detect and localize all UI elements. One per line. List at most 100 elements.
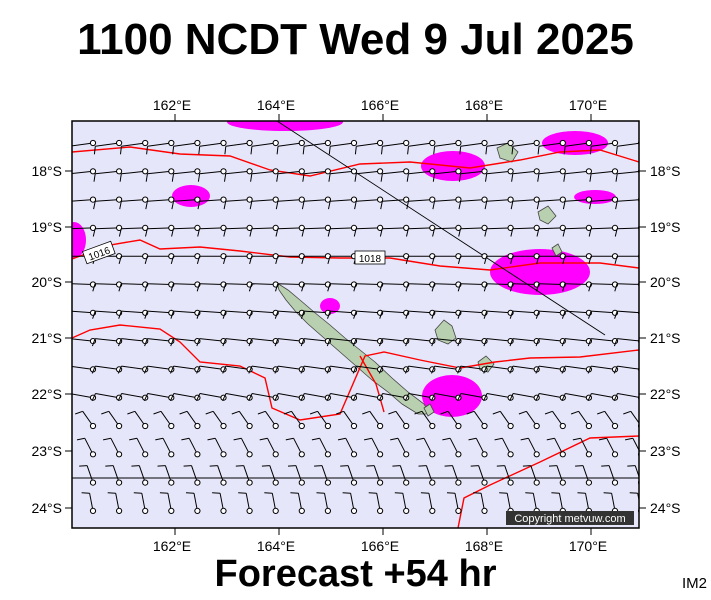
wind-barb-feather (67, 256, 69, 264)
wind-barb-shaft (382, 227, 407, 230)
wind-barb-shaft (225, 365, 250, 370)
wind-barb-station (455, 196, 462, 203)
lat-label: 24°S (31, 500, 62, 516)
wind-barb-shaft (512, 365, 537, 370)
wind-barb-station (116, 451, 123, 458)
wind-barb-shaft (512, 142, 537, 147)
wind-barb-feather (131, 465, 140, 467)
wind-barb-feather (511, 146, 514, 155)
wind-barb-feather (562, 256, 566, 265)
wind-barb-shaft (382, 142, 407, 147)
wind-barb-feather (536, 201, 540, 210)
wind-barb-feather (327, 283, 331, 292)
wind-barb-shaft (95, 142, 120, 147)
wind-barb-shaft (147, 393, 172, 399)
wind-barb-station (429, 422, 436, 430)
wind-barb-shaft (199, 283, 224, 285)
wind-barb-feather (196, 338, 201, 347)
wind-barb-shaft (486, 283, 511, 285)
wind-barb-feather (575, 465, 584, 467)
wind-barb-shaft (486, 170, 511, 175)
wind-barb-shaft (408, 310, 433, 314)
wind-barb-feather (589, 201, 592, 210)
wind-barb-station (116, 507, 123, 514)
wind-barb-feather (457, 393, 462, 402)
wind-barb-feather (222, 393, 227, 402)
wind-barb-feather (404, 365, 409, 374)
wind-barb-shaft (486, 338, 511, 342)
wind-barb-shaft (173, 310, 198, 314)
wind-barb-feather (597, 410, 605, 415)
wind-barb-feather (68, 174, 69, 182)
wind-barb-shaft (173, 142, 198, 147)
wind-barb-station (272, 507, 279, 514)
wind-barb-shaft (590, 283, 616, 285)
wind-barb-feather (181, 437, 190, 441)
wind-barb-shaft (72, 227, 94, 230)
lat-label: 23°S (31, 443, 62, 459)
wind-barb-feather (615, 201, 618, 210)
wind-barb-station (481, 196, 488, 203)
wind-barb-feather (522, 465, 531, 467)
copyright-text: Copyright metvuw.com (514, 513, 625, 525)
lon-label: 168°E (465, 97, 503, 113)
wind-barb-feather (536, 256, 540, 265)
wind-barb-feather (342, 492, 351, 494)
wind-barb-shaft (95, 310, 120, 314)
wind-barb-shaft (225, 199, 250, 202)
wind-barb-shaft (95, 170, 120, 175)
wind-barb-station (272, 451, 279, 458)
wind-barb-shaft (199, 393, 224, 399)
wind-barb-station (142, 196, 149, 203)
wind-barb-station (324, 196, 331, 203)
island-lifou (434, 319, 457, 345)
wind-barb-station (116, 224, 123, 231)
lat-label: 18°S (31, 163, 62, 179)
wind-barb-station (377, 479, 384, 486)
wind-barb-station (350, 422, 358, 430)
wind-barb-station (89, 224, 97, 231)
wind-barb-feather (563, 173, 566, 182)
wind-barb-feather (93, 146, 96, 155)
wind-barb-shaft (277, 142, 302, 147)
wind-barb-feather (275, 201, 279, 210)
wind-barb-shaft (382, 199, 407, 202)
wind-barb-feather (551, 492, 560, 494)
wind-barb-shaft (460, 170, 485, 175)
wind-barb-shaft (564, 199, 589, 202)
wind-barb-feather (144, 256, 148, 265)
wind-barb-feather (143, 393, 149, 402)
wind-barb-station (142, 479, 149, 486)
wind-barb-feather (302, 146, 305, 155)
wind-barb-shaft (147, 199, 172, 202)
wind-barb-feather (275, 228, 279, 237)
lon-label: 166°E (361, 538, 399, 554)
wind-barb-feather (249, 256, 253, 265)
wind-barb-station (533, 479, 540, 486)
rain-area (320, 298, 340, 314)
wind-barb-shaft (95, 283, 120, 285)
wind-barb-feather (353, 228, 357, 237)
wind-barb-station (89, 507, 97, 514)
wind-barb-station (533, 196, 540, 203)
wind-barb-station (585, 224, 593, 231)
wind-barb-feather (587, 365, 592, 374)
wind-barb-feather (458, 173, 462, 182)
wind-barb-shaft (330, 338, 355, 342)
wind-barb-station (298, 507, 305, 514)
lat-label: 19°S (650, 219, 681, 235)
wind-barb-feather (587, 393, 592, 402)
wind-barb-station (350, 507, 358, 514)
wind-barb-shaft (434, 365, 459, 370)
wind-barb-shaft (225, 170, 250, 175)
wind-barb-shaft (408, 365, 433, 370)
wind-barb-shaft (330, 142, 355, 147)
wind-barb-station (350, 139, 358, 147)
wind-barb-shaft (251, 199, 276, 202)
wind-barb-feather (238, 492, 247, 494)
wind-barb-feather (624, 437, 634, 441)
wind-barb-station (220, 451, 227, 458)
wind-barb-feather (314, 465, 323, 467)
wind-barb-feather (276, 173, 279, 182)
wind-barb-shaft (538, 310, 563, 314)
